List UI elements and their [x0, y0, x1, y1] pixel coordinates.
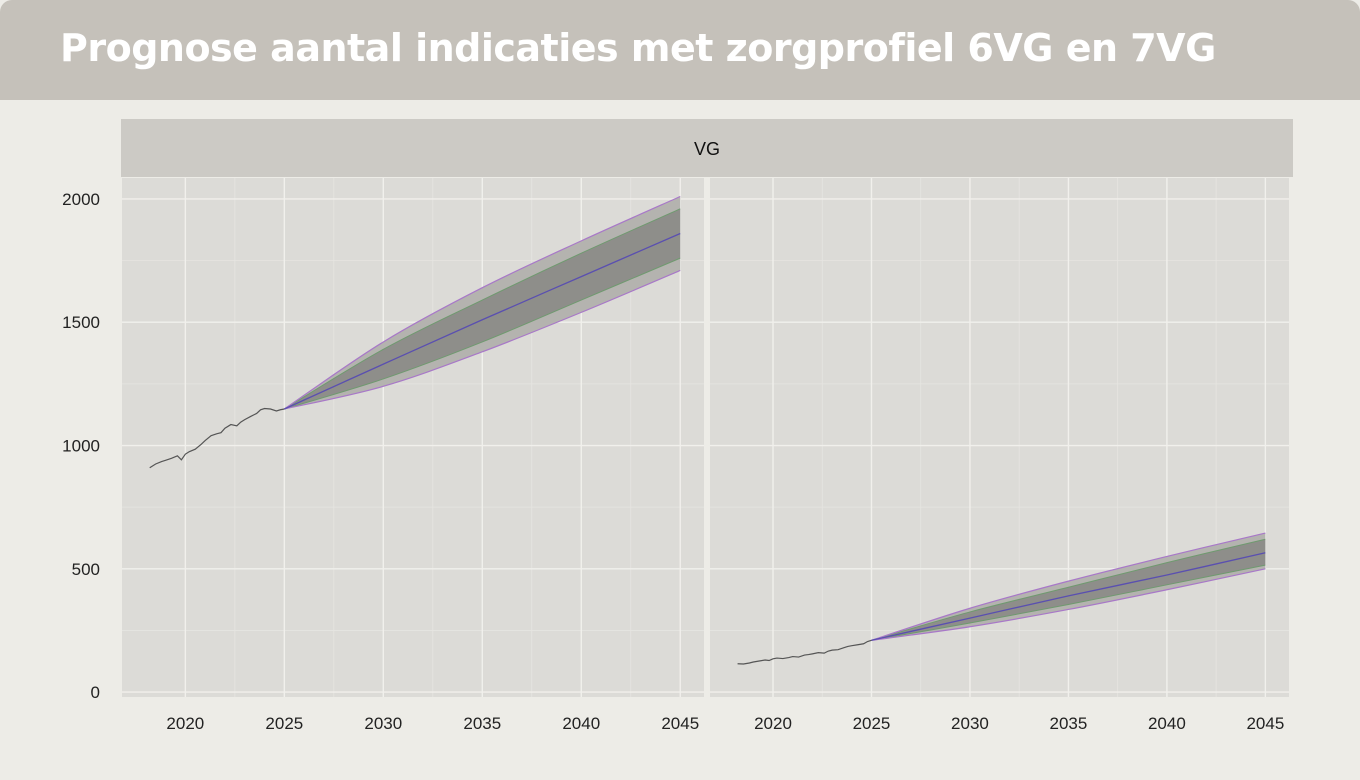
x-tick-label: 2025	[853, 714, 891, 733]
panel-2: 2020 2025 2030 2035 2040 2045	[710, 178, 1289, 733]
x-tick-label: 2035	[1050, 714, 1088, 733]
chart-title: Prognose aantal indicaties met zorgprofi…	[60, 26, 1216, 70]
forecast-mean-line	[871, 552, 1266, 641]
y-tick-label: 500	[72, 560, 100, 579]
inner-interval-band	[871, 539, 1266, 641]
x-tick-label: 2045	[1246, 714, 1284, 733]
title-bar: Prognose aantal indicaties met zorgprofi…	[0, 0, 1360, 100]
x-tick-label: 2025	[265, 714, 303, 733]
outer-lower-line	[284, 269, 681, 410]
x-tick-label: 2035	[463, 714, 501, 733]
panel-1: 2020 2025 2030 2035 2040 2045	[122, 178, 704, 733]
x-tick-label: 2020	[166, 714, 204, 733]
history-line	[149, 407, 285, 469]
facet-label: VG	[694, 139, 720, 159]
x-tick-label: 2030	[364, 714, 402, 733]
outer-upper-line	[283, 195, 681, 410]
outer-upper-line	[871, 532, 1266, 641]
x-tick-label: 2020	[754, 714, 792, 733]
y-tick-label: 2000	[62, 190, 100, 209]
x-tick-label: 2030	[951, 714, 989, 733]
x-tick-label: 2040	[1148, 714, 1186, 733]
y-tick-label: 1500	[62, 313, 100, 332]
x-tick-label: 2045	[661, 714, 699, 733]
x-tick-label: 2040	[562, 714, 600, 733]
inner-upper-line	[871, 538, 1266, 641]
outer-lower-line	[871, 568, 1266, 641]
forecast-mean-line	[284, 232, 681, 410]
history-line	[737, 639, 872, 665]
y-tick-label: 0	[91, 683, 100, 702]
inner-lower-line	[284, 257, 681, 410]
inner-upper-line	[284, 208, 681, 410]
inner-lower-line	[871, 564, 1266, 641]
y-tick-label: 1000	[62, 437, 100, 456]
facet-strip	[121, 119, 1293, 177]
inner-interval-band	[284, 208, 681, 410]
